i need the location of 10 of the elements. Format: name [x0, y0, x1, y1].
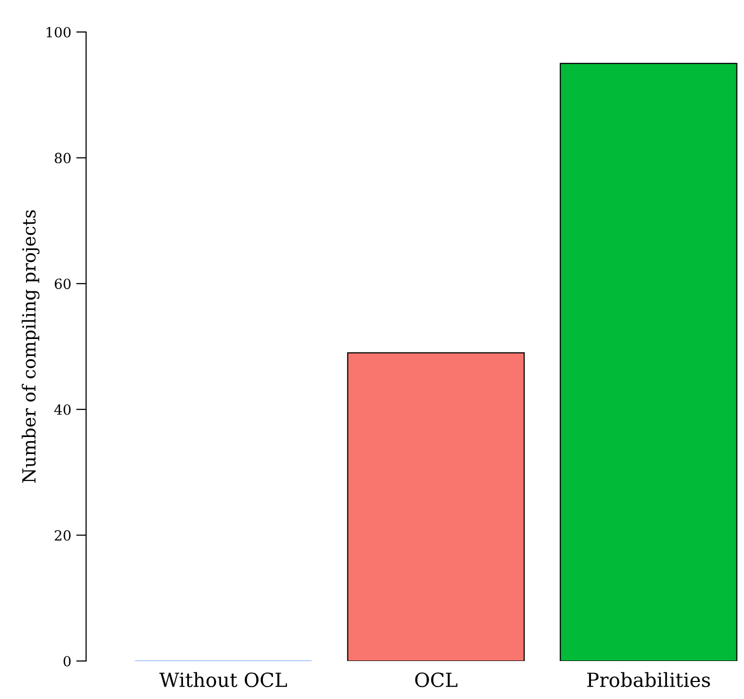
x-tick-label: Without OCL: [159, 672, 287, 688]
y-tick-label: 0: [64, 656, 71, 666]
x-tick-label: OCL: [415, 672, 458, 688]
x-tick-label: Probabilities: [587, 672, 710, 688]
y-tick-label: 20: [54, 530, 71, 541]
y-tick-label: 80: [54, 152, 71, 164]
y-tick-label: 40: [54, 404, 71, 415]
y-tick-label: 60: [54, 278, 71, 290]
y-axis-title: Number of compiling projects: [22, 210, 40, 483]
y-tick-label: 100: [46, 26, 71, 38]
